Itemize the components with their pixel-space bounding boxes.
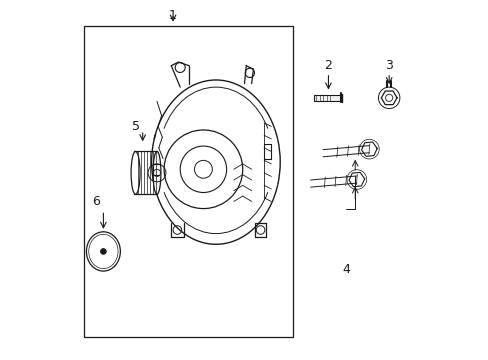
Circle shape — [101, 249, 106, 254]
Text: 5: 5 — [131, 120, 139, 133]
Bar — [83, 26, 292, 337]
Text: 4: 4 — [342, 263, 349, 276]
Bar — [313, 95, 340, 101]
Text: 3: 3 — [385, 59, 392, 72]
Text: 2: 2 — [324, 59, 332, 72]
Text: 6: 6 — [92, 195, 100, 208]
Ellipse shape — [153, 152, 161, 194]
Text: 1: 1 — [169, 9, 177, 22]
